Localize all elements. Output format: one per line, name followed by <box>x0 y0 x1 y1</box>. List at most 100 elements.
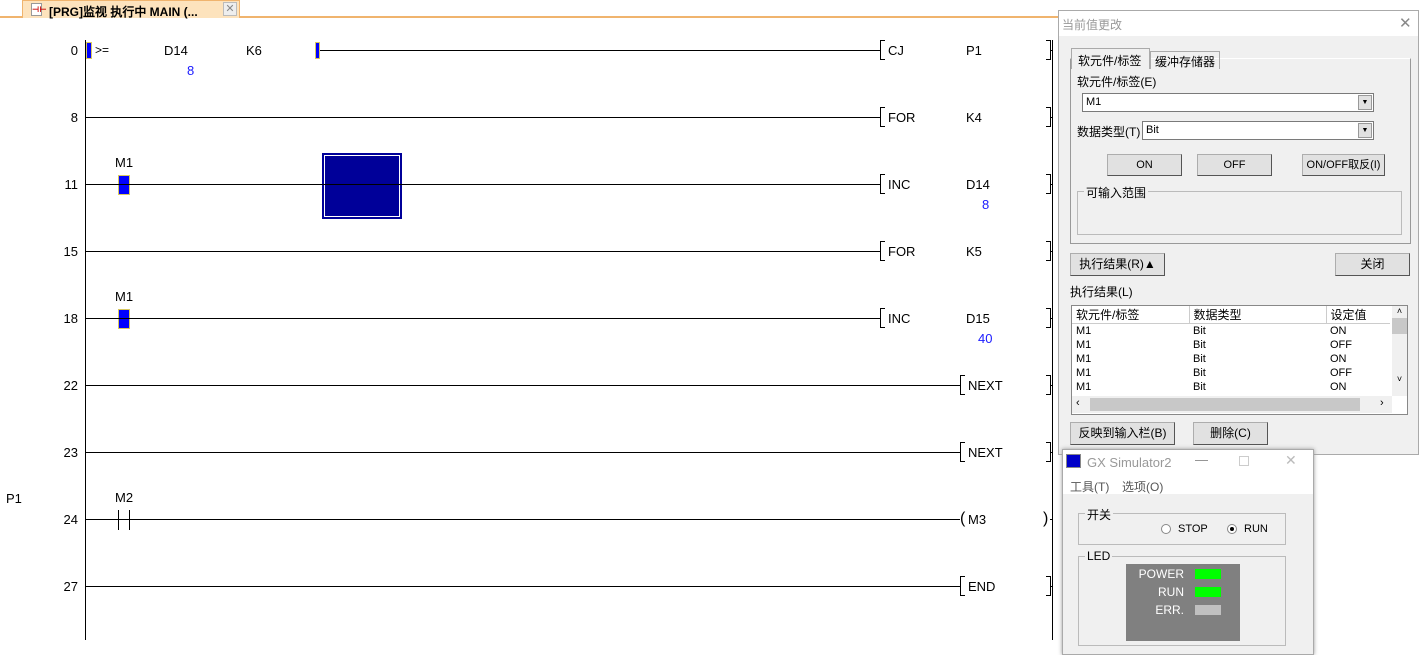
instruction: FOR <box>888 244 916 259</box>
result-cell: OFF <box>1330 338 1352 351</box>
stop-radio[interactable] <box>1161 524 1171 534</box>
run-radio[interactable] <box>1227 524 1237 534</box>
delete-button[interactable]: 删除(C) <box>1193 422 1268 445</box>
toggle-button[interactable]: ON/OFF取反(I) <box>1302 154 1385 176</box>
scroll-thumb[interactable] <box>1090 398 1360 411</box>
maximize-icon[interactable] <box>1239 456 1249 466</box>
tab-buffer-memory[interactable]: 缓冲存储器 <box>1150 51 1220 69</box>
result-row[interactable]: M1 Bit ON <box>1072 380 1390 394</box>
result-row[interactable]: M1 Bit OFF <box>1072 366 1390 380</box>
step-number: 15 <box>63 244 78 259</box>
result-row[interactable]: M1 Bit ON <box>1072 352 1390 366</box>
off-button[interactable]: OFF <box>1197 154 1272 176</box>
step-number: 23 <box>63 445 78 460</box>
vertical-scrollbar[interactable]: ˄ ˅ <box>1392 306 1407 396</box>
instruction-bracket-open <box>960 375 965 395</box>
column-header[interactable]: 软元件/标签 <box>1072 306 1190 324</box>
scroll-down-icon[interactable]: ˅ <box>1396 374 1403 384</box>
result-cell: M1 <box>1076 366 1092 379</box>
rung-end <box>1050 50 1053 51</box>
step-number: 27 <box>63 579 78 594</box>
cursor-selection[interactable] <box>322 153 402 219</box>
chevron-down-icon[interactable]: ▼ <box>1358 123 1372 138</box>
rung-line <box>85 586 960 587</box>
chevron-down-icon[interactable]: ▼ <box>1358 95 1372 110</box>
argument-value: 8 <box>982 197 990 212</box>
group-label: 可输入范围 <box>1084 184 1149 201</box>
led-label: RUN <box>1158 585 1184 599</box>
instruction-bracket-open <box>880 40 885 60</box>
scroll-left-icon[interactable]: ‹ <box>1076 397 1080 409</box>
scroll-up-icon[interactable]: ˄ <box>1396 306 1403 316</box>
column-header[interactable]: 设定值 <box>1330 308 1367 322</box>
tab-title: [PRG]监视 执行中 MAIN (... <box>49 5 198 19</box>
instruction: INC <box>888 311 911 326</box>
operand-1: D14 <box>164 43 188 58</box>
contact-on-state <box>118 175 130 195</box>
compare-operator: >= <box>95 43 110 57</box>
coil-close: ) <box>1043 510 1049 527</box>
switch-group: 开关 STOP RUN <box>1078 506 1286 545</box>
execution-result-toggle-button[interactable]: 执行结果(R)▲ <box>1070 253 1165 276</box>
result-cell: ON <box>1330 352 1347 365</box>
close-button[interactable]: 关闭 <box>1335 253 1410 276</box>
result-cell: M1 <box>1076 380 1092 393</box>
device-value: M1 <box>1086 96 1102 108</box>
ladder-program-icon: ⊣⊢ <box>31 3 47 16</box>
on-button[interactable]: ON <box>1107 154 1182 176</box>
left-power-rail <box>85 40 86 640</box>
compare-contact <box>86 42 92 59</box>
result-cell: Bit <box>1193 338 1206 351</box>
menu-tools[interactable]: 工具(T) <box>1070 480 1110 494</box>
close-tab-icon[interactable]: ✕ <box>223 2 237 16</box>
reflect-to-input-button[interactable]: 反映到输入栏(B) <box>1070 422 1175 445</box>
horizontal-scrollbar[interactable]: ‹ › <box>1072 396 1392 413</box>
instruction: END <box>968 579 996 594</box>
operand-2: K6 <box>246 43 262 58</box>
run-label: RUN <box>1242 523 1270 535</box>
rung-line <box>85 251 880 252</box>
scroll-right-icon[interactable]: › <box>1380 397 1384 409</box>
result-list[interactable]: 软元件/标签 数据类型 设定值 M1 Bit ON M1 Bit OFF M1 Bit ON M1… <box>1071 305 1408 415</box>
minimize-icon[interactable]: — <box>1195 452 1208 467</box>
led-panel: POWER RUN ERR. <box>1126 564 1240 641</box>
contact-right-bar <box>129 510 130 530</box>
rung-end <box>1050 519 1053 520</box>
instruction-argument: D15 <box>966 311 990 326</box>
result-cell: Bit <box>1193 324 1206 337</box>
result-cell: M1 <box>1076 352 1092 365</box>
contact-label: M1 <box>115 155 134 170</box>
scroll-thumb[interactable] <box>1392 318 1407 334</box>
tab-device-label[interactable]: 软元件/标签 <box>1071 48 1150 69</box>
datatype-select[interactable]: Bit ▼ <box>1142 121 1374 140</box>
instruction-bracket-open <box>880 107 885 127</box>
gx-simulator-window: GX Simulator2 — ✕ 工具(T) 选项(O) 开关 STOP RU… <box>1062 449 1314 655</box>
contact-left-bar <box>118 510 119 530</box>
device-select[interactable]: M1 ▼ <box>1082 93 1374 112</box>
contact-on-state <box>118 309 130 329</box>
instruction-bracket-open <box>960 442 965 462</box>
step-number: 8 <box>70 110 78 125</box>
operand-1-value: 8 <box>187 63 195 78</box>
coil-open: ( <box>960 510 966 527</box>
group-label: LED <box>1085 549 1113 563</box>
close-icon[interactable]: ✕ <box>1399 15 1412 32</box>
step-number: 18 <box>63 311 78 326</box>
instruction-argument: P1 <box>966 43 982 58</box>
modify-value-dialog: 当前值更改 ✕ 软元件/标签 缓冲存储器 软元件/标签(E) M1 ▼ 数据类型(… <box>1058 10 1419 455</box>
tab-program-main[interactable]: ⊣⊢ [PRG]监视 执行中 MAIN (... ✕ <box>22 0 240 19</box>
ladder-editor[interactable]: P1 0 >= D14 8 K6 CJ P1 8 FOR K4 11 M1 INC D14 8 15 FOR K5… <box>0 20 1058 655</box>
close-icon[interactable]: ✕ <box>1285 452 1297 468</box>
result-row[interactable]: M1 Bit ON <box>1072 324 1390 338</box>
instruction-bracket-open <box>880 174 885 194</box>
led-indicator <box>1195 605 1221 615</box>
column-header[interactable]: 数据类型 <box>1189 306 1327 324</box>
dialog-title: 当前值更改 <box>1062 18 1123 32</box>
result-row[interactable]: M1 Bit OFF <box>1072 338 1390 352</box>
led-label: POWER <box>1138 567 1184 581</box>
rung-end <box>1050 586 1053 587</box>
menu-options[interactable]: 选项(O) <box>1122 480 1164 494</box>
step-number: 11 <box>64 177 79 192</box>
compare-contact-end <box>315 42 320 59</box>
led-label: ERR. <box>1155 603 1184 617</box>
